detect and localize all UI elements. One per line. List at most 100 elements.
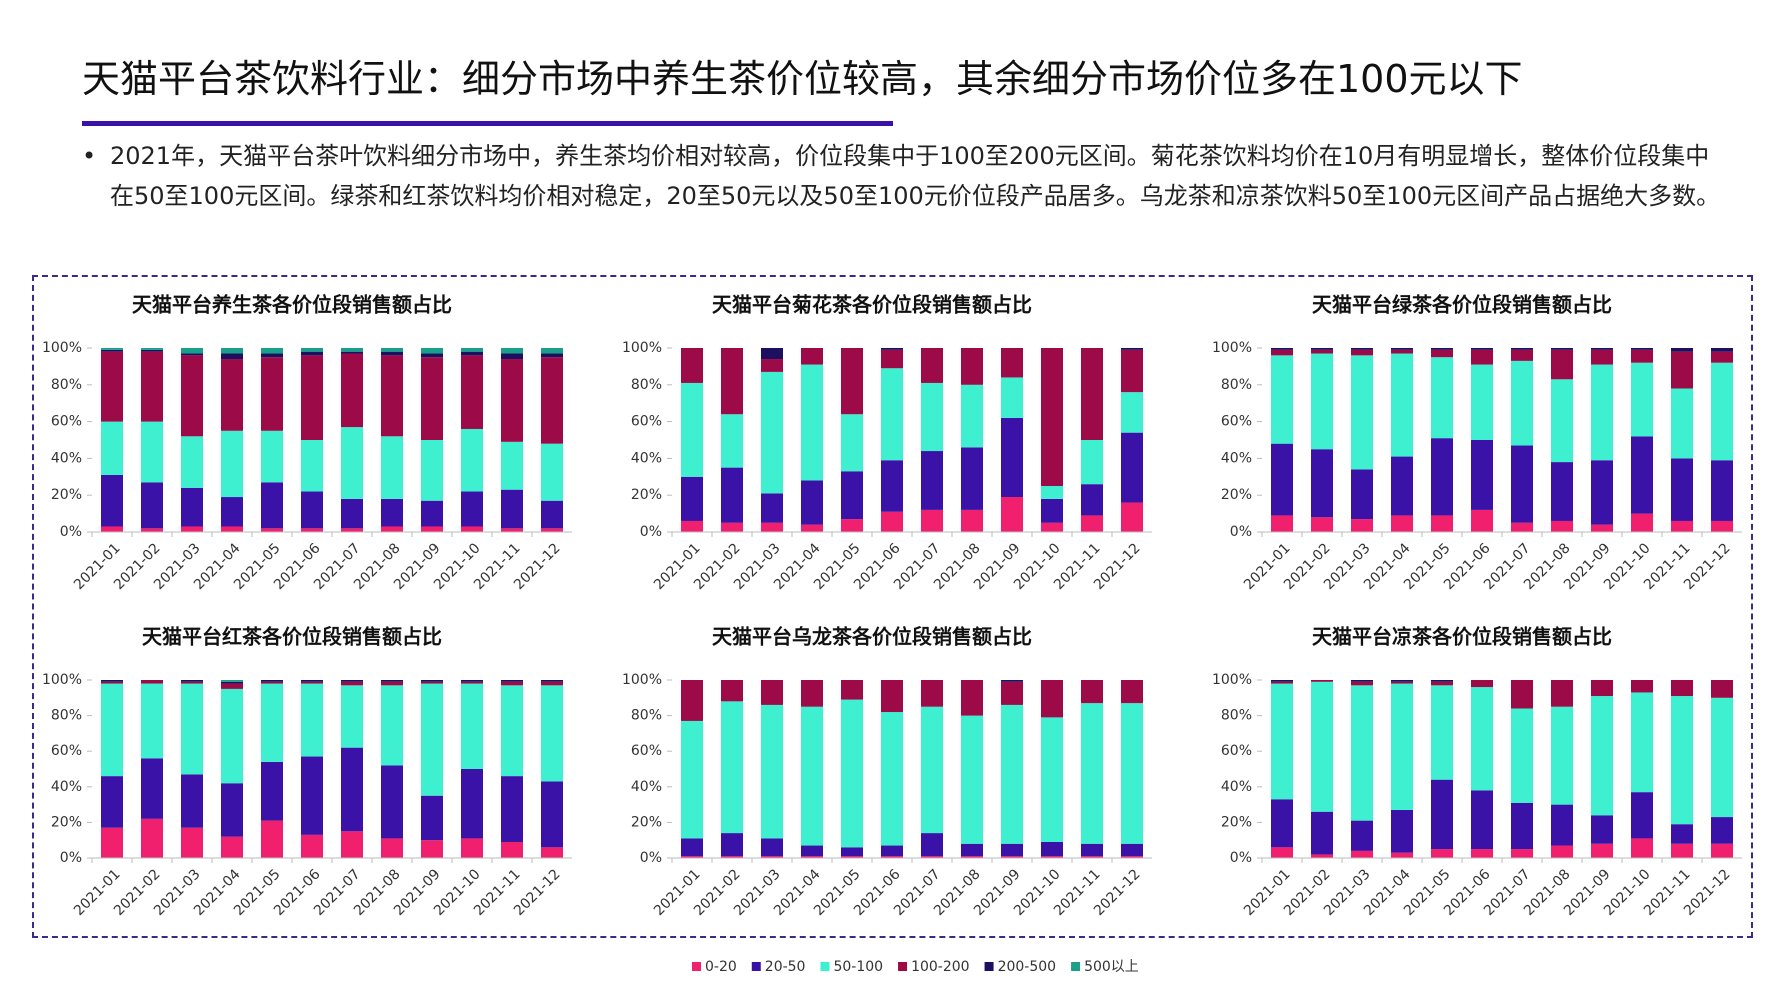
bar-segment (101, 526, 123, 532)
y-tick-label: 20% (631, 487, 662, 503)
y-tick-label: 80% (1221, 377, 1252, 393)
bar-segment (141, 348, 163, 350)
y-tick-label: 60% (631, 743, 662, 759)
bar-segment (1271, 443, 1293, 516)
legend-swatch (751, 962, 761, 971)
bar-segment (181, 348, 203, 354)
bar-segment (261, 820, 283, 858)
bar-segment (1551, 349, 1573, 380)
y-tick-label: 60% (1221, 743, 1252, 759)
bar-segment (1001, 843, 1023, 857)
bar-segment (1631, 513, 1653, 532)
y-tick-label: 80% (631, 708, 662, 724)
bar-segment (181, 355, 203, 437)
bar-segment (461, 681, 483, 684)
bar-segment (541, 357, 563, 444)
bar-segment (1711, 843, 1733, 858)
bar-segment (181, 526, 203, 532)
bar-segment (921, 451, 943, 510)
bar-segment (1391, 456, 1413, 516)
bar-segment (101, 683, 123, 777)
y-tick-label: 60% (631, 414, 662, 430)
bar-segment (681, 382, 703, 477)
bar-segment (1041, 522, 1063, 532)
bar-segment (1671, 351, 1693, 389)
bar-segment (1081, 856, 1103, 858)
legend-label: 0-20 (705, 959, 737, 975)
bar-segment (541, 443, 563, 501)
bar-segment (461, 348, 483, 352)
bar-segment (921, 706, 943, 834)
bar-segment (1391, 683, 1413, 810)
bar-segment (1671, 696, 1693, 825)
y-tick-label: 80% (1221, 708, 1252, 724)
legend-swatch (984, 962, 994, 971)
bar-segment (1591, 349, 1613, 365)
y-tick-label: 60% (1221, 414, 1252, 430)
bar-segment (261, 357, 283, 431)
bar-segment (921, 382, 943, 452)
bar-segment (501, 489, 523, 529)
bar-segment (421, 500, 443, 527)
bar-segment (1121, 843, 1143, 857)
bar-segment (1271, 355, 1293, 444)
bar-segment (1271, 680, 1293, 682)
bar-segment (501, 528, 523, 532)
bar-segment (1551, 462, 1573, 521)
bar-segment (261, 528, 283, 532)
bar-segment (1631, 362, 1653, 437)
bar-segment (101, 827, 123, 858)
y-tick-label: 80% (51, 377, 82, 393)
bar-segment (181, 681, 203, 684)
bar-segment (1591, 680, 1613, 697)
bar-segment (681, 476, 703, 521)
bar-segment (541, 528, 563, 532)
legend: 0-20 20-50 50-100 100-200 200-500 500以上 (692, 959, 1139, 975)
bar-segment (1041, 498, 1063, 523)
bar-segment (1431, 515, 1453, 532)
bar-segment (1591, 364, 1613, 461)
bar-segment (1351, 355, 1373, 470)
chart-title: 天猫平台菊花茶各价位段销售额占比 (712, 293, 1032, 317)
bar-segment (1311, 680, 1333, 682)
bar-segment (1001, 497, 1023, 532)
bar-segment (801, 845, 823, 857)
bar-segment (721, 856, 743, 858)
bar-segment (1551, 804, 1573, 846)
legend-swatch (692, 962, 701, 971)
bar-segment (1121, 392, 1143, 433)
bar-segment (421, 440, 443, 501)
bar-segment (541, 353, 563, 358)
bar-segment (421, 683, 443, 796)
bar-segment (1311, 349, 1333, 354)
bar-segment (461, 491, 483, 527)
bar-segment (341, 685, 363, 748)
bar-segment (801, 364, 823, 481)
bar-segment (1551, 348, 1573, 350)
bar-segment (221, 783, 243, 837)
bar-segment (421, 680, 443, 682)
bar-segment (1081, 703, 1103, 844)
bar-segment (101, 681, 123, 684)
bar-segment (1311, 854, 1333, 858)
bar-segment (1081, 843, 1103, 857)
bar-segment (1081, 440, 1103, 485)
bar-segment (1351, 820, 1373, 851)
bar-segment (501, 353, 523, 360)
bar-segment (1471, 509, 1493, 532)
bar-segment (1311, 449, 1333, 518)
bar-segment (541, 348, 563, 354)
title-rule (82, 121, 893, 126)
bar-segment (1121, 502, 1143, 532)
bar-segment (1351, 519, 1373, 532)
bar-segment (1591, 348, 1613, 350)
bar-segment (141, 818, 163, 858)
bar-segment (1351, 349, 1373, 356)
y-tick-label: 100% (622, 672, 662, 688)
bar-segment (841, 680, 863, 700)
bar-segment (681, 838, 703, 857)
bar-segment (1001, 680, 1023, 682)
bar-segment (801, 524, 823, 532)
bar-segment (101, 680, 123, 682)
